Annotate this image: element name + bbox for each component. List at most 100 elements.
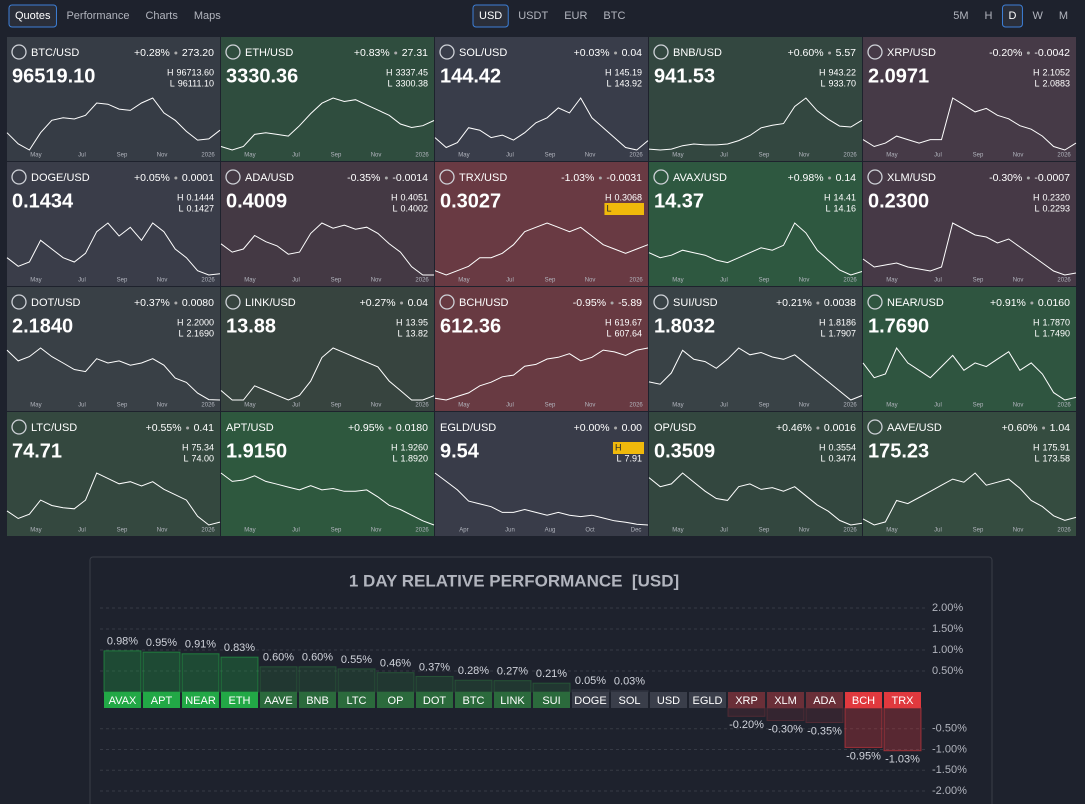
selected-button xyxy=(1001,4,1023,28)
separator-dot xyxy=(816,301,820,305)
time-label: Aug xyxy=(545,528,556,534)
time-label: Sep xyxy=(973,528,984,534)
value-label: 0.91% xyxy=(185,639,216,651)
category-box xyxy=(494,692,531,708)
toolbar-button[interactable]: BTC xyxy=(603,10,625,22)
value-label: 0.27% xyxy=(497,666,528,678)
toolbar-button[interactable]: M xyxy=(1059,10,1068,22)
time-label: Sep xyxy=(973,153,984,159)
category-box xyxy=(104,692,141,708)
high-label: H xyxy=(1033,317,1040,327)
change-pct: +0.27% xyxy=(360,297,396,309)
change: 0.14 xyxy=(836,172,857,184)
y-tick-label: 0.50% xyxy=(932,665,963,677)
high-label: H xyxy=(182,442,189,452)
value-label: 0.28% xyxy=(458,665,489,677)
high-value: 0.3554 xyxy=(828,442,856,452)
change: 0.0160 xyxy=(1038,297,1070,309)
symbol: DOT/USD xyxy=(31,297,81,309)
time-label: Jul xyxy=(78,403,86,409)
low-label: L xyxy=(1034,328,1039,338)
quote-tile[interactable]: TRX/USD-0.0031-1.03%0.30270.3068H0.3027L… xyxy=(434,162,649,286)
toolbar-button[interactable]: Charts xyxy=(145,10,178,22)
y-tick-label: -1.50% xyxy=(932,764,967,776)
time-label: Dec xyxy=(631,528,642,534)
symbol: LINK/USD xyxy=(245,297,296,309)
time-label: Sep xyxy=(759,403,770,409)
value-label: -0.95% xyxy=(846,750,881,762)
change: 0.0180 xyxy=(396,422,428,434)
category-box xyxy=(650,692,687,708)
value-label: 0.60% xyxy=(263,652,294,664)
time-label: Apr xyxy=(459,528,468,534)
time-label: 2026 xyxy=(201,528,215,534)
quote-tile[interactable]: XLM/USD -0.0007 -0.30% 0.2300 0.2320H0.2293L… xyxy=(862,162,1077,286)
time-label: May xyxy=(458,278,469,284)
category-box xyxy=(299,692,336,708)
high-value: 75.34 xyxy=(191,442,214,452)
toolbar-button[interactable]: USDT xyxy=(518,10,548,22)
toolbar-button[interactable]: EUR xyxy=(564,10,587,22)
change: -5.89 xyxy=(618,297,642,309)
time-label: Nov xyxy=(371,403,382,409)
quote-tile[interactable]: NEAR/USD 0.0160 +0.91% 1.7690 1.7870H1.7490L… xyxy=(862,287,1077,411)
change-pct: -0.95% xyxy=(573,297,606,309)
coin-icon xyxy=(867,419,883,435)
value-label: 0.05% xyxy=(575,675,606,687)
low-value: 2.0883 xyxy=(1042,78,1070,88)
sparkline xyxy=(6,222,221,276)
toolbar-button[interactable]: H xyxy=(985,10,993,22)
low-label: L xyxy=(1034,453,1039,463)
change: -0.0007 xyxy=(1034,172,1070,184)
quote-tile[interactable]: DOGE/USD 0.0001 +0.05% 0.1434 0.1444H0.1427L… xyxy=(6,162,221,286)
quote-tile[interactable]: ETH/USD 27.31 +0.83% 3330.36 3337.45H3300.38… xyxy=(220,37,435,161)
separator-dot xyxy=(174,176,178,180)
tile-background xyxy=(435,412,648,536)
coin-icon xyxy=(439,44,455,60)
change-pct: +0.03% xyxy=(574,47,610,59)
low-value: 0.1427 xyxy=(186,203,214,213)
low-label: L xyxy=(178,328,183,338)
time-label: Jul xyxy=(506,278,514,284)
coin-icon xyxy=(653,169,669,185)
toolbar-button[interactable]: Maps xyxy=(194,10,221,22)
time-label: Sep xyxy=(331,153,342,159)
high-label: H xyxy=(819,67,826,77)
toolbar-button[interactable]: Performance xyxy=(66,10,129,22)
toolbar-button[interactable]: USD xyxy=(479,10,502,22)
quote-tile[interactable]: ADA/USD -0.0014 -0.35% 0.4009 0.4051H0.4002L… xyxy=(220,162,434,286)
category-box xyxy=(416,692,453,708)
time-label: Sep xyxy=(331,278,342,284)
quote-tile[interactable]: BTC/USD 273.20 +0.28% 96519.10 96713.60H 9611… xyxy=(6,37,221,161)
quote-tile[interactable]: XRP/USD -0.0042 -0.20% 2.0971 2.1052H2.0883L… xyxy=(862,37,1077,161)
change: 0.04 xyxy=(408,297,429,309)
time-label: May xyxy=(886,403,897,409)
category-box xyxy=(377,692,414,708)
separator-dot xyxy=(400,301,404,305)
change: 0.0038 xyxy=(824,297,856,309)
bar xyxy=(337,668,376,693)
change-pct: +0.98% xyxy=(788,172,824,184)
high-value: 2.2000 xyxy=(186,317,214,327)
high-value: 619.67 xyxy=(614,317,642,327)
toolbar-button[interactable]: Quotes xyxy=(15,10,51,22)
change-pct: +0.95% xyxy=(348,422,384,434)
symbol: AAVE/USD xyxy=(887,422,942,434)
quote-tile[interactable]: EGLD/USD0.00+0.00%9.549.54H7.91LAprJunAu… xyxy=(434,412,649,536)
bar xyxy=(181,653,220,693)
toolbar-button[interactable]: 5M xyxy=(953,10,968,22)
toolbar-button[interactable]: D xyxy=(1008,10,1016,22)
toolbar-button[interactable]: W xyxy=(1032,10,1043,22)
